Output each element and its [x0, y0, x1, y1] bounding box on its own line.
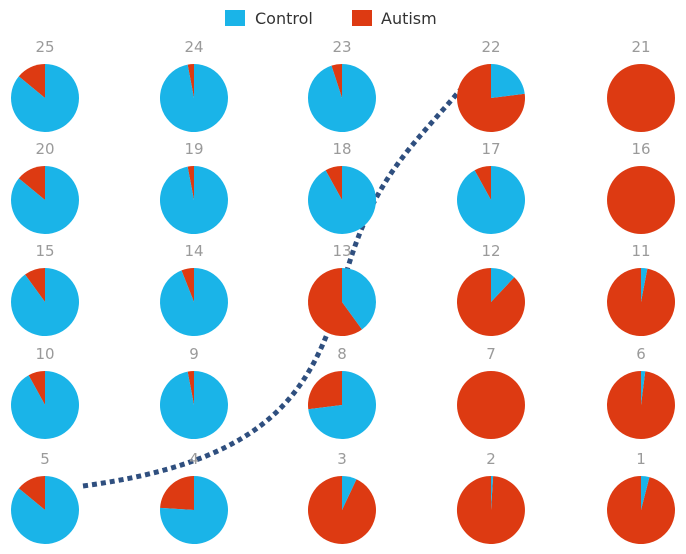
pie-slice-autism	[606, 371, 675, 439]
pie-slice-autism	[187, 63, 194, 98]
pie-slice-control	[159, 166, 228, 234]
pie-slice-control	[641, 476, 650, 510]
pie-label: 21	[631, 38, 650, 56]
pie-label: 10	[35, 345, 54, 363]
pie-label: 7	[486, 345, 496, 363]
pie-slice-control	[10, 166, 79, 234]
pie-slice-autism	[474, 166, 491, 200]
pie-label: 12	[481, 242, 500, 260]
pie-slice-control	[160, 476, 229, 544]
pie-slice-control	[11, 268, 79, 336]
pie-slice-control	[342, 268, 377, 330]
pie-label: 13	[332, 242, 351, 260]
legend-swatch-control	[225, 10, 245, 26]
pie-label: 19	[184, 140, 203, 158]
pie-label: 16	[631, 140, 650, 158]
pie-slice-control	[10, 64, 79, 132]
pie-slice-autism	[606, 475, 675, 544]
pie-slice-autism	[307, 476, 376, 545]
pie-slice-autism	[18, 476, 45, 510]
pie-label: 8	[337, 345, 347, 363]
pie-label: 4	[189, 450, 199, 468]
legend-label-autism: Autism	[381, 9, 437, 28]
pie-slice-control	[641, 267, 648, 302]
pie-slice-autism	[181, 268, 194, 302]
pie-slice-autism	[607, 64, 675, 132]
pie-slice-autism	[187, 371, 194, 405]
pie-label: 24	[184, 38, 203, 56]
pie-slice-control	[491, 476, 494, 510]
legend-label-control: Control	[255, 9, 313, 28]
pie-slice-autism	[18, 64, 45, 98]
pie-slice-control	[159, 64, 228, 132]
pie-slice-autism	[308, 371, 342, 410]
pie-slice-autism	[607, 268, 676, 336]
pie-slice-control	[491, 64, 525, 98]
pie-slice-control	[308, 371, 377, 440]
pie-slice-autism	[457, 371, 525, 439]
pie-slice-control	[160, 268, 229, 336]
pie-slice-autism	[308, 268, 362, 336]
pie-label: 5	[40, 450, 50, 468]
pie-label: 18	[332, 140, 351, 158]
pie-label: 14	[184, 242, 203, 260]
pie-label: 15	[35, 242, 54, 260]
pie-label: 22	[481, 38, 500, 56]
pie-slice-autism	[18, 166, 45, 200]
pie-label: 3	[337, 450, 347, 468]
pie-label: 17	[481, 140, 500, 158]
pie-label: 25	[35, 38, 54, 56]
pie-label: 1	[636, 450, 646, 468]
pie-slice-autism	[187, 166, 194, 200]
pie-slice-control	[491, 268, 515, 302]
dotted-trend-curve	[82, 80, 469, 489]
pie-slice-control	[159, 371, 228, 440]
pie-slice-autism	[25, 268, 45, 302]
pie-slice-autism	[456, 268, 525, 336]
pie-label: 9	[189, 345, 199, 363]
legend-swatch-autism	[352, 10, 372, 26]
pie-slice-control	[10, 476, 79, 544]
pie-slice-autism	[160, 476, 194, 510]
pie-slice-control	[641, 371, 646, 405]
pie-slice-control	[457, 166, 526, 235]
pie-slice-autism	[331, 63, 342, 98]
pie-slice-autism	[456, 475, 525, 544]
pie-label: 20	[35, 140, 54, 158]
pie-slice-autism	[607, 166, 675, 234]
pie-slice-autism	[28, 371, 45, 405]
pie-label: 23	[332, 38, 351, 56]
pie-label: 6	[636, 345, 646, 363]
pie-slice-autism	[325, 166, 342, 200]
pie-slice-control	[342, 476, 357, 510]
legend: Control Autism	[225, 9, 437, 28]
pie-slice-control	[11, 371, 80, 439]
pie-slice-control	[307, 64, 376, 132]
pie-slice-control	[308, 166, 377, 235]
pie-slice-autism	[456, 64, 525, 132]
pie-label: 2	[486, 450, 496, 468]
pie-label: 11	[631, 242, 650, 260]
